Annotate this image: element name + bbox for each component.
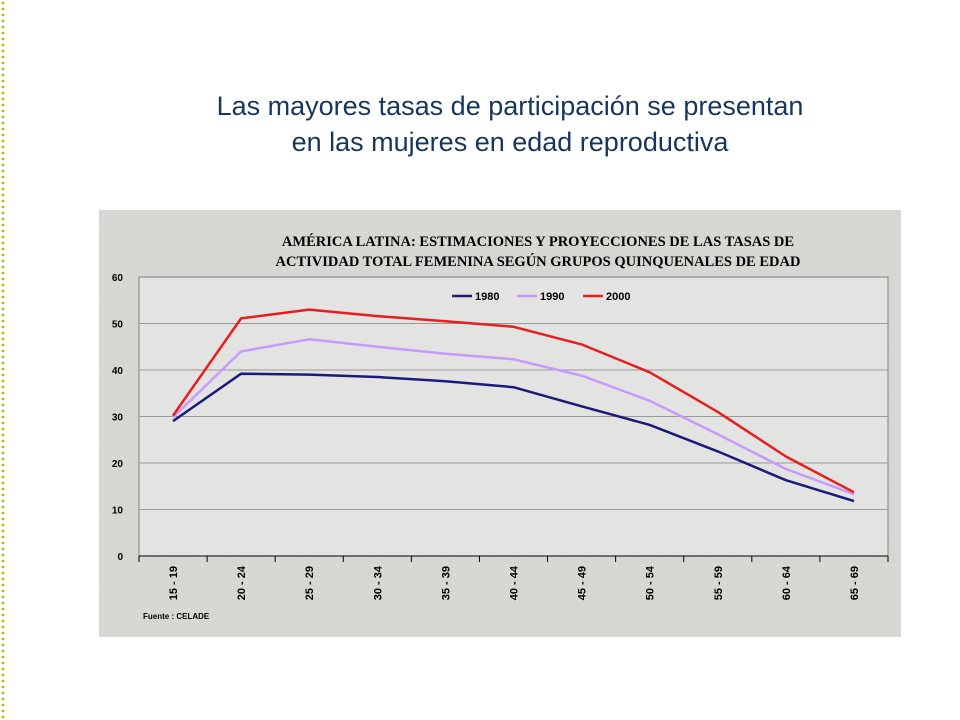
y-tick-label: 60 [112, 273, 124, 284]
chart-title-line-1: AMÉRICA LATINA: ESTIMACIONES Y PROYECCIO… [281, 234, 795, 250]
series-line-1980 [172, 372, 855, 503]
source-note: Fuente : CELADE [143, 612, 210, 621]
y-tick-label: 10 [112, 506, 124, 517]
y-tick-label: 30 [112, 413, 124, 424]
chart-title-line-2: ACTIVIDAD TOTAL FEMENINA SEGÚN GRUPOS QU… [275, 254, 801, 270]
slide-title-line-1: Las mayores tasas de participación se pr… [216, 91, 804, 121]
chart-title: AMÉRICA LATINA: ESTIMACIONES Y PROYECCIO… [188, 232, 888, 272]
slide-title-line-2: en las mujeres en edad reproductiva [291, 127, 729, 157]
dotted-border-decoration [0, 0, 8, 720]
x-tick-label: 40 - 44 [509, 565, 521, 600]
x-tick-label: 35 - 39 [440, 566, 452, 600]
series-line-2000 [171, 308, 855, 494]
legend-label-2000: 2000 [606, 291, 630, 303]
slide-title: Las mayores tasas de participación se pr… [100, 88, 920, 160]
x-tick-label: 25 - 29 [304, 566, 316, 600]
series-line-1990 [172, 338, 855, 496]
y-tick-label: 40 [112, 366, 124, 377]
legend-label-1990: 1990 [540, 291, 564, 303]
x-tick-label: 60 - 64 [781, 565, 793, 600]
x-tick-label: 55 - 59 [713, 566, 725, 600]
legend-label-1980: 1980 [475, 291, 499, 303]
x-tick-label: 30 - 34 [372, 565, 384, 600]
y-tick-label: 50 [112, 320, 124, 331]
x-tick-label: 20 - 24 [236, 565, 248, 600]
x-tick-label: 15 - 19 [168, 566, 180, 600]
y-tick-label: 20 [112, 459, 124, 470]
y-tick-label: 0 [117, 552, 123, 563]
x-tick-label: 50 - 54 [645, 565, 657, 600]
x-tick-label: 65 - 69 [849, 566, 861, 600]
x-tick-label: 45 - 49 [577, 566, 589, 600]
